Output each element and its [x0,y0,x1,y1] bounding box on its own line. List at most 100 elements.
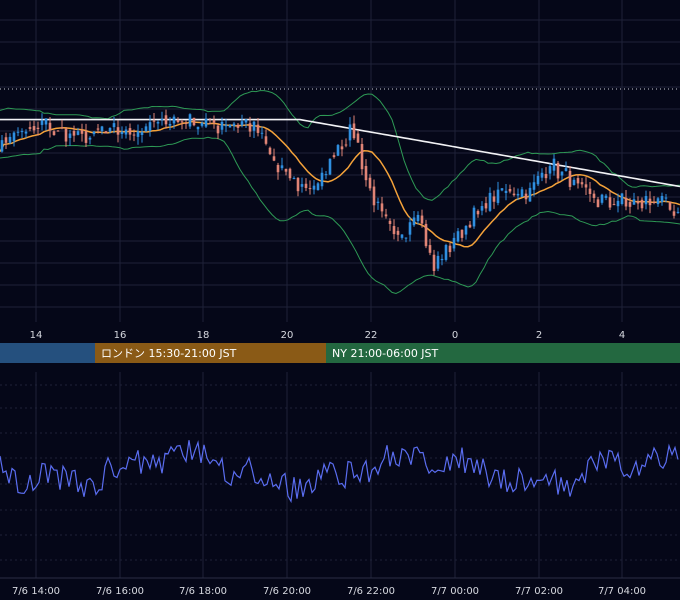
candle-28 [112,116,116,134]
candle-82 [328,158,332,176]
candle-19 [76,127,80,136]
candle-149 [596,197,600,208]
candle-30 [120,126,124,139]
candle-49 [196,126,200,135]
candle-body-131 [524,193,528,200]
candle-0 [0,134,4,153]
candle-102 [408,217,412,242]
candle-23 [92,131,96,137]
candle-131 [524,189,528,205]
candle-body-42 [168,123,172,126]
candle-88 [352,115,356,140]
price-x-tick-label-7: 4 [619,330,625,341]
candle-body-109 [436,255,440,269]
candle-body-150 [600,194,604,203]
candle-body-54 [216,125,220,134]
candle-166 [664,193,668,203]
candle-body-110 [440,258,444,261]
candle-41 [164,109,168,129]
candle-body-62 [248,123,252,132]
candle-body-18 [72,131,76,136]
candle-body-121 [484,203,488,209]
session-tokyo-bar [0,343,95,363]
candle-body-44 [176,120,180,123]
candle-body-123 [492,196,496,202]
candle-body-81 [324,174,328,176]
candle-144 [576,174,580,189]
candle-body-8 [32,126,36,131]
price-x-tick-label-2: 18 [197,330,210,341]
candle-43 [172,114,176,129]
candle-152 [608,191,612,211]
oscillator-grid [0,372,680,579]
candle-body-70 [280,165,284,169]
candle-body-39 [156,122,160,124]
candle-122 [488,187,492,212]
candle-body-56 [224,124,228,127]
candle-body-55 [220,121,224,130]
candle-155 [620,192,624,206]
candle-body-40 [160,119,164,121]
candle-45 [180,119,184,130]
candle-84 [336,144,340,157]
candle-body-72 [288,168,292,179]
candle-body-85 [340,146,344,150]
candle-130 [520,186,524,198]
candle-body-167 [668,202,672,210]
candle-body-19 [76,131,80,135]
candle-body-93 [372,186,376,206]
candle-body-107 [428,245,432,253]
oscillator-panel [0,440,679,504]
candle-129 [516,188,520,201]
candle-10 [40,113,44,131]
candle-141 [564,161,568,172]
candle-69 [276,162,280,180]
candle-body-117 [468,224,472,228]
candle-body-36 [144,126,148,132]
candle-body-143 [572,179,576,186]
candle-body-95 [380,203,384,212]
candle-134 [536,171,540,186]
candle-body-134 [536,175,540,185]
candle-156 [624,189,628,211]
candle-body-97 [388,220,392,224]
candle-body-75 [300,184,304,187]
candle-body-68 [272,156,276,161]
candle-42 [168,116,172,131]
candle-121 [484,196,488,213]
candle-body-162 [648,198,652,206]
candle-body-51 [204,118,208,127]
candle-146 [584,177,588,196]
candle-body-147 [588,188,592,195]
candle-24 [96,124,100,134]
candle-body-137 [548,166,552,174]
candle-body-83 [332,155,336,158]
candle-body-115 [460,229,464,238]
price-x-axis: 14 16 18 20 22 0 2 4 [30,330,626,341]
candle-body-141 [564,168,568,171]
candle-101 [404,237,408,243]
candle-135 [540,168,544,182]
candle-body-58 [232,123,236,126]
candle-50 [200,121,204,128]
candle-100 [400,234,404,240]
candle-143 [572,177,576,186]
candle-body-92 [368,177,372,189]
candle-67 [268,146,272,156]
candle-163 [652,196,656,205]
candle-169 [676,207,680,214]
candle-body-166 [664,197,668,199]
candle-5 [20,128,24,138]
candle-164 [656,196,660,207]
candle-body-1 [4,137,8,143]
candle-body-126 [504,190,508,194]
candle-47 [188,113,192,129]
candle-64 [256,118,260,137]
candle-138 [552,154,556,176]
candle-body-129 [516,193,520,196]
candle-78 [312,179,316,195]
candle-128 [512,187,516,197]
candle-body-146 [584,184,588,188]
candle-153 [612,198,616,206]
